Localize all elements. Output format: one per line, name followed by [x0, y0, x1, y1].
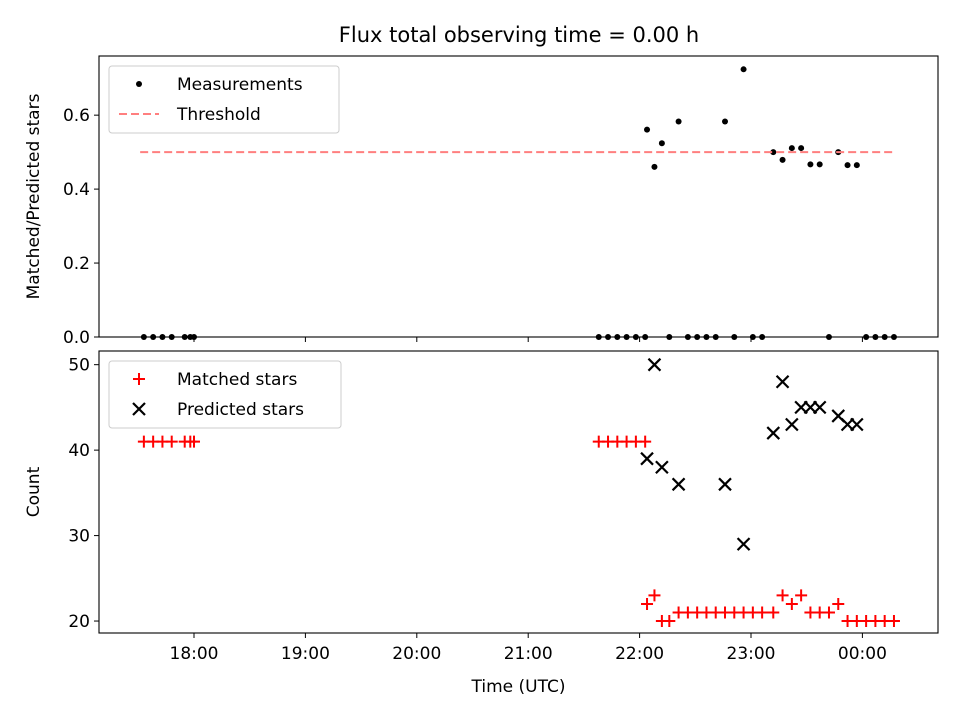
- measurement-point: [658, 140, 665, 147]
- y-tick-label: 0.0: [63, 328, 90, 348]
- measurement-point: [623, 334, 630, 340]
- measurement-point: [731, 334, 738, 340]
- measurement-point: [191, 334, 197, 340]
- measurement-point: [770, 149, 777, 156]
- matched-star-point: [188, 435, 200, 448]
- measurement-point: [150, 334, 157, 340]
- legend-label: Matched stars: [177, 370, 297, 390]
- x-tick-label: 18:00: [170, 644, 219, 664]
- x-tick-label: 20:00: [392, 644, 441, 664]
- measurement-point: [181, 334, 188, 340]
- y-tick-label: 20: [68, 612, 90, 632]
- matched-star-point: [767, 606, 780, 619]
- legend-label: Measurements: [177, 75, 303, 95]
- matched-star-point: [822, 606, 835, 619]
- x-tick-label: 00:00: [838, 644, 887, 664]
- measurement-point: [788, 145, 795, 152]
- matched-star-point: [776, 589, 789, 602]
- measurement-point: [684, 334, 691, 340]
- y-tick-label: 30: [68, 527, 90, 547]
- measurement-point: [651, 163, 658, 170]
- legend-predicted-swatch: [132, 402, 146, 416]
- measurement-point: [159, 334, 166, 340]
- y-tick-label: 40: [68, 441, 90, 461]
- measurement-point: [872, 334, 879, 340]
- measurement-point: [666, 334, 673, 340]
- measurement-point: [632, 334, 639, 340]
- measurement-point: [694, 334, 701, 340]
- x-axis-label: Time (UTC): [471, 677, 566, 697]
- bottom-panel: 20 30 40 50 18:00 19:00 20:00 21:00 22:00 23:00 00…: [24, 350, 939, 697]
- measurement-point: [644, 126, 651, 133]
- top-panel: 0.0 0.2 0.4 0.6 Matched/Predicted stars Measu…: [24, 55, 939, 348]
- predicted-star-point: [671, 477, 686, 492]
- y-axis-label: Matched/Predicted stars: [24, 93, 44, 299]
- measurement-point: [825, 334, 832, 340]
- matched-star-point: [639, 435, 652, 448]
- matched-star-point: [887, 615, 900, 628]
- measurement-point: [863, 334, 870, 340]
- matched-star-point: [663, 615, 676, 628]
- measurement-point: [712, 334, 719, 340]
- measurement-point: [642, 334, 649, 340]
- y-tick-label: 0.4: [63, 180, 90, 200]
- x-tick-label: 21:00: [504, 644, 553, 664]
- measurement-point: [890, 334, 897, 340]
- x-tick-label: 23:00: [727, 644, 776, 664]
- predicted-star-point: [775, 374, 790, 389]
- predicted-star-point: [655, 460, 669, 474]
- matched-star-point: [648, 589, 661, 602]
- predicted-star-point: [640, 451, 654, 466]
- measurement-point: [759, 334, 766, 340]
- predicted-star-point: [850, 417, 864, 432]
- legend-label: Predicted stars: [177, 400, 304, 420]
- predicted-star-point: [766, 426, 781, 440]
- matched-star-point: [832, 597, 845, 610]
- matched-star-point: [756, 606, 769, 619]
- measurement-point: [614, 334, 621, 340]
- axes-frame: [98, 350, 939, 634]
- measurement-point: [881, 334, 888, 340]
- measurement-point: [703, 334, 710, 340]
- measurement-point: [675, 118, 682, 125]
- legend-box: [108, 360, 342, 429]
- y-tick-label: 0.2: [63, 254, 90, 274]
- measurement-point: [168, 334, 175, 340]
- plot-area: [137, 357, 900, 628]
- matched-star-point: [641, 597, 654, 610]
- predicted-star-point: [736, 537, 751, 551]
- measurement-point: [816, 161, 823, 168]
- predicted-star-point: [647, 357, 662, 372]
- measurement-point: [740, 66, 747, 73]
- measurement-point: [749, 334, 756, 340]
- measurement-point: [779, 156, 786, 163]
- predicted-star-point: [718, 477, 732, 492]
- predicted-star-point: [785, 417, 799, 432]
- measurement-point: [722, 118, 729, 125]
- y-axis-label: Count: [24, 466, 44, 517]
- measurement-point: [853, 162, 860, 169]
- legend-measurement-swatch: [136, 81, 142, 87]
- measurement-point: [605, 334, 612, 340]
- legend-matched-swatch: [133, 373, 145, 385]
- measurement-point: [595, 334, 602, 340]
- matched-star-point: [785, 597, 798, 610]
- measurement-point: [798, 145, 805, 152]
- legend-box: [108, 65, 340, 134]
- axes-frame: [98, 55, 939, 338]
- measurement-point: [807, 161, 814, 168]
- measurement-point: [844, 162, 851, 169]
- matched-star-point: [795, 589, 808, 602]
- legend-label: Threshold: [176, 105, 261, 125]
- y-tick-label: 0.6: [63, 106, 90, 126]
- chart-title: Flux total observing time = 0.00 h: [339, 23, 699, 47]
- y-tick-label: 50: [68, 356, 90, 376]
- x-tick-label: 22:00: [615, 644, 664, 664]
- matched-star-point: [165, 435, 178, 448]
- plot-area: [140, 66, 897, 340]
- x-tick-label: 19:00: [281, 644, 330, 664]
- measurement-point: [140, 334, 147, 340]
- predicted-star-point: [812, 400, 827, 415]
